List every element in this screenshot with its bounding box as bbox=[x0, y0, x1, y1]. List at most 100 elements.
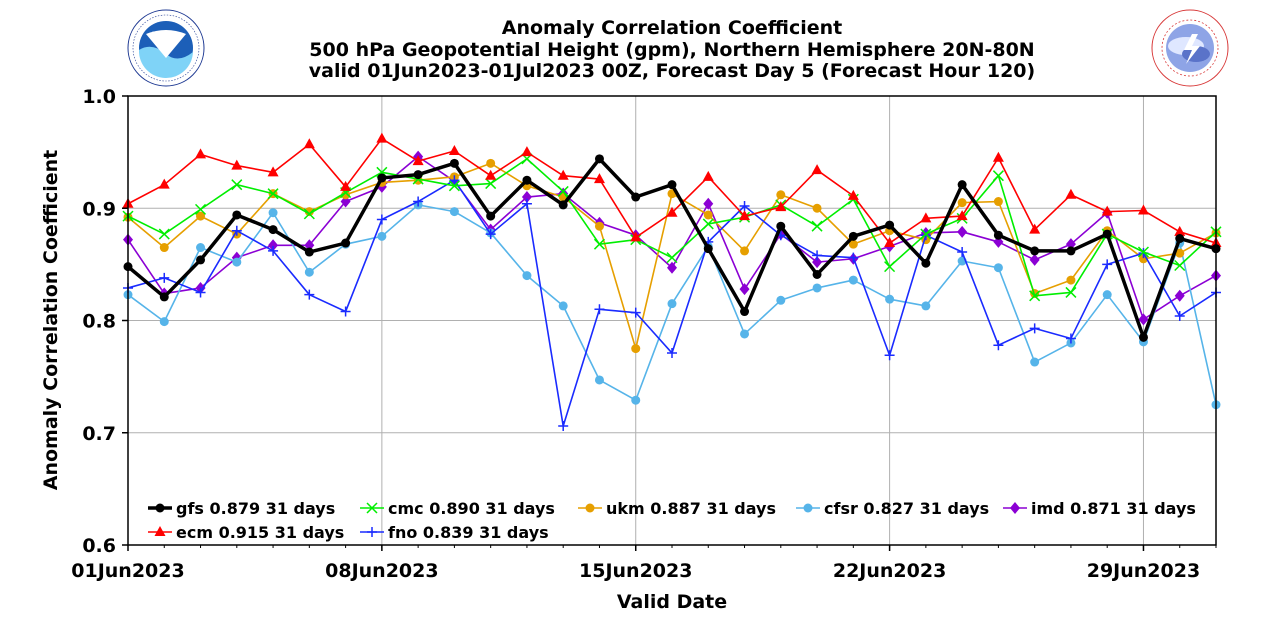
x-axis-label: Valid Date bbox=[617, 591, 727, 613]
data-point-ukm bbox=[594, 221, 604, 231]
legend-item-ukm: ukm 0.887 31 days bbox=[578, 499, 776, 518]
legend-marker-ecm bbox=[154, 526, 166, 536]
data-point-ukm bbox=[631, 344, 641, 354]
data-point-fno bbox=[739, 201, 750, 212]
data-point-gfs bbox=[776, 221, 786, 231]
data-point-fno bbox=[1102, 259, 1113, 270]
nws-logo-icon bbox=[1151, 9, 1229, 87]
data-point-fno bbox=[667, 348, 677, 359]
data-point-fno bbox=[920, 230, 931, 241]
data-point-cmc bbox=[557, 185, 569, 197]
data-point-ukm bbox=[957, 198, 967, 208]
data-point-ecm bbox=[376, 132, 388, 143]
data-point-gfs bbox=[667, 180, 677, 190]
legend-item-imd: imd 0.871 31 days bbox=[1003, 499, 1196, 518]
data-point-cmc bbox=[920, 228, 932, 240]
data-point-ukm bbox=[486, 158, 496, 168]
data-point-fno bbox=[812, 250, 823, 261]
legend-marker-imd bbox=[1010, 502, 1020, 514]
data-point-ukm bbox=[776, 190, 786, 200]
data-point-ecm bbox=[340, 180, 352, 191]
data-point-cfsr bbox=[232, 257, 242, 267]
data-point-fno bbox=[848, 252, 859, 263]
legend-label-imd: imd 0.871 31 days bbox=[1031, 499, 1196, 518]
data-point-ecm bbox=[593, 173, 605, 184]
x-tick-label: 08Jun2023 bbox=[325, 560, 438, 582]
data-point-ecm bbox=[448, 145, 460, 156]
data-point-ecm bbox=[1029, 223, 1041, 234]
data-point-gfs bbox=[1102, 229, 1112, 239]
data-point-cfsr bbox=[1030, 357, 1040, 367]
data-point-imd bbox=[812, 256, 823, 269]
data-point-cmc bbox=[702, 218, 714, 230]
data-point-fno bbox=[1174, 311, 1185, 322]
data-point-fno bbox=[268, 245, 279, 256]
series-layer bbox=[122, 132, 1222, 432]
data-point-cmc bbox=[303, 208, 315, 220]
data-point-ukm bbox=[703, 210, 713, 220]
y-tick-label: 0.8 bbox=[82, 311, 116, 333]
x-tick-label: 15Jun2023 bbox=[579, 560, 692, 582]
data-point-ukm bbox=[848, 239, 858, 249]
chart-title-line-3: valid 01Jun2023-01Jul2023 00Z, Forecast … bbox=[309, 60, 1035, 82]
data-point-ukm bbox=[740, 246, 750, 256]
data-point-gfs bbox=[957, 180, 967, 190]
legend: gfs 0.879 31 days cmc 0.890 31 days ukm 0.… bbox=[148, 499, 1196, 542]
legend-marker-cmc bbox=[366, 502, 378, 514]
data-point-fno bbox=[957, 247, 968, 258]
data-point-cfsr bbox=[1102, 290, 1112, 300]
data-point-ecm bbox=[920, 212, 932, 223]
data-point-cfsr bbox=[921, 301, 931, 311]
data-point-gfs bbox=[377, 173, 387, 183]
svg-text:NOAA: NOAA bbox=[152, 31, 181, 41]
data-point-gfs bbox=[848, 231, 858, 241]
data-point-cmc bbox=[231, 179, 243, 191]
data-point-gfs bbox=[558, 200, 568, 210]
data-point-gfs bbox=[159, 292, 169, 302]
data-point-ecm bbox=[630, 231, 642, 242]
data-point-ecm bbox=[811, 164, 823, 175]
data-point-cmc bbox=[811, 220, 823, 232]
plot-area: 0.6 0.7 0.8 0.9 1.0 01Jun2023 08Jun2023 15Jun2… bbox=[71, 86, 1222, 582]
data-point-fno bbox=[993, 340, 1004, 351]
data-point-fno bbox=[594, 304, 605, 315]
data-point-ecm bbox=[1065, 188, 1077, 199]
data-point-gfs bbox=[993, 230, 1003, 240]
legend-label-ukm: ukm 0.887 31 days bbox=[606, 499, 776, 518]
data-point-cfsr bbox=[776, 295, 786, 305]
data-point-ecm bbox=[666, 206, 678, 217]
data-point-ecm bbox=[412, 155, 424, 166]
data-point-ecm bbox=[521, 146, 533, 157]
series-gfs bbox=[123, 154, 1221, 342]
data-point-fno bbox=[558, 421, 569, 432]
data-point-cmc bbox=[1065, 286, 1077, 298]
data-point-cfsr bbox=[885, 294, 895, 304]
data-point-gfs bbox=[268, 225, 278, 235]
legend-marker-fno bbox=[367, 527, 377, 537]
data-point-ecm bbox=[847, 189, 859, 200]
data-point-cfsr bbox=[196, 243, 206, 253]
data-point-ukm bbox=[159, 243, 169, 253]
data-point-ecm bbox=[992, 151, 1004, 162]
legend-item-ecm: ecm 0.915 31 days bbox=[148, 523, 344, 542]
data-point-ecm bbox=[702, 170, 714, 181]
data-point-gfs bbox=[413, 170, 423, 180]
data-point-gfs bbox=[341, 238, 351, 248]
data-point-gfs bbox=[304, 247, 314, 257]
data-point-gfs bbox=[885, 220, 895, 230]
data-point-cmc bbox=[1137, 246, 1150, 258]
x-tick-label: 29Jun2023 bbox=[1087, 560, 1200, 582]
data-point-gfs bbox=[1175, 234, 1185, 244]
data-point-gfs bbox=[740, 307, 750, 317]
data-point-cfsr bbox=[159, 317, 169, 327]
data-point-ecm bbox=[1137, 204, 1149, 215]
data-point-imd bbox=[1029, 253, 1040, 266]
data-point-ukm bbox=[1066, 275, 1076, 285]
data-point-fno bbox=[1029, 323, 1040, 334]
data-point-imd bbox=[739, 283, 750, 296]
data-point-cfsr bbox=[667, 299, 677, 309]
data-point-gfs bbox=[812, 269, 822, 279]
data-point-cmc bbox=[448, 180, 460, 192]
data-point-gfs bbox=[449, 158, 459, 168]
data-point-ecm bbox=[956, 210, 968, 221]
